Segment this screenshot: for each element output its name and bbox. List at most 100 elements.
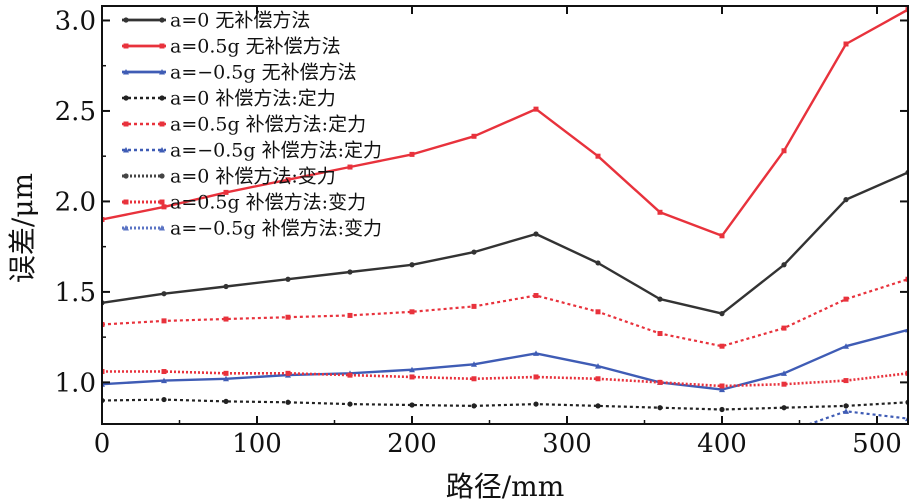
legend-marker	[123, 43, 129, 49]
legend-entry: a=0.5g 补偿方法:变力	[122, 192, 366, 214]
data-point	[843, 443, 848, 448]
data-point	[471, 443, 476, 448]
data-point	[657, 464, 663, 470]
data-point	[409, 366, 415, 373]
data-point	[161, 377, 167, 384]
data-point	[161, 396, 167, 403]
data-point	[533, 293, 539, 299]
legend-marker	[159, 147, 165, 153]
series-line-1	[102, 8, 908, 238]
data-point	[223, 370, 229, 376]
y-tick-label: 1.0	[55, 368, 96, 398]
data-point	[161, 291, 167, 297]
data-point	[719, 406, 725, 413]
data-point	[781, 444, 786, 449]
data-point	[595, 430, 601, 436]
series-4	[102, 276, 908, 349]
data-point	[285, 399, 291, 405]
data-point	[102, 369, 105, 375]
data-point	[409, 460, 415, 466]
data-point	[285, 276, 291, 282]
data-point	[843, 430, 849, 436]
data-point	[409, 402, 415, 408]
x-tick-label: 0	[94, 429, 111, 459]
data-point	[533, 374, 539, 380]
series-line-5	[806, 410, 908, 424]
data-point	[843, 41, 849, 47]
data-point	[595, 443, 600, 448]
data-point	[409, 262, 415, 268]
ticks-layer: 0 100 200 300 400 500 1.0 1.5 2.0 2.5 3.0	[55, 6, 908, 459]
legend-marker	[123, 173, 129, 179]
data-point	[223, 426, 229, 432]
data-point	[347, 164, 353, 170]
legend-label: a=0 补偿方法:定力	[170, 88, 336, 110]
legend-entry: a=0.5g 无补偿方法	[122, 36, 341, 58]
series-1	[102, 7, 908, 239]
legend-marker	[159, 69, 165, 75]
data-point	[471, 361, 477, 367]
legend-marker	[159, 199, 165, 205]
data-point	[471, 249, 477, 255]
data-point	[719, 383, 725, 389]
data-point	[595, 260, 601, 266]
data-point	[285, 370, 291, 376]
data-point	[223, 283, 229, 290]
data-point	[781, 370, 787, 376]
legend-marker	[159, 43, 165, 49]
data-point	[471, 133, 477, 139]
legend-label: a=0 补偿方法:变力	[170, 166, 336, 188]
data-point	[285, 314, 291, 320]
legend-entry: a=0.5g 补偿方法:定力	[122, 114, 366, 136]
legend-label: a=−0.5g 补偿方法:变力	[170, 218, 382, 240]
data-point	[781, 405, 787, 411]
data-point	[347, 428, 353, 434]
data-point	[843, 296, 849, 302]
data-point	[843, 378, 849, 384]
data-point	[905, 7, 908, 13]
data-point	[905, 370, 908, 376]
data-point	[471, 429, 477, 435]
data-point	[657, 296, 663, 302]
x-tick-label: 200	[387, 429, 437, 459]
legend-label: a=0.5g 补偿方法:变力	[170, 192, 366, 214]
legend-entry: a=0 补偿方法:定力	[122, 88, 336, 110]
x-tick-label: 500	[852, 429, 902, 459]
data-point	[471, 376, 477, 382]
data-point	[533, 429, 539, 435]
data-point	[471, 403, 477, 409]
data-point	[161, 318, 167, 324]
data-point	[285, 427, 291, 433]
data-point	[223, 398, 229, 404]
data-point	[285, 177, 291, 183]
data-point	[595, 153, 601, 159]
legend-marker	[159, 173, 165, 179]
y-tick-label: 2.0	[55, 187, 96, 217]
data-point	[533, 442, 538, 447]
data-point	[595, 376, 601, 382]
data-point	[781, 325, 787, 331]
data-point	[223, 189, 229, 195]
data-point	[161, 426, 167, 432]
data-point	[781, 430, 787, 436]
lines-layer	[99, 7, 910, 470]
legend-marker	[123, 121, 129, 127]
data-point	[595, 309, 601, 315]
data-point	[657, 405, 663, 411]
data-point	[595, 363, 601, 369]
data-point	[781, 381, 787, 387]
data-point	[347, 372, 353, 378]
data-point	[719, 343, 725, 349]
data-point	[657, 431, 663, 437]
legend-entry: a=−0.5g 无补偿方法	[122, 62, 357, 84]
legend-marker	[159, 17, 165, 23]
data-point	[533, 231, 539, 237]
series-line-4	[102, 278, 908, 348]
data-point	[102, 321, 105, 327]
series-line-3	[102, 398, 908, 411]
data-point	[719, 386, 725, 393]
series-6	[99, 439, 910, 450]
data-point	[533, 401, 539, 407]
data-point	[223, 316, 229, 322]
